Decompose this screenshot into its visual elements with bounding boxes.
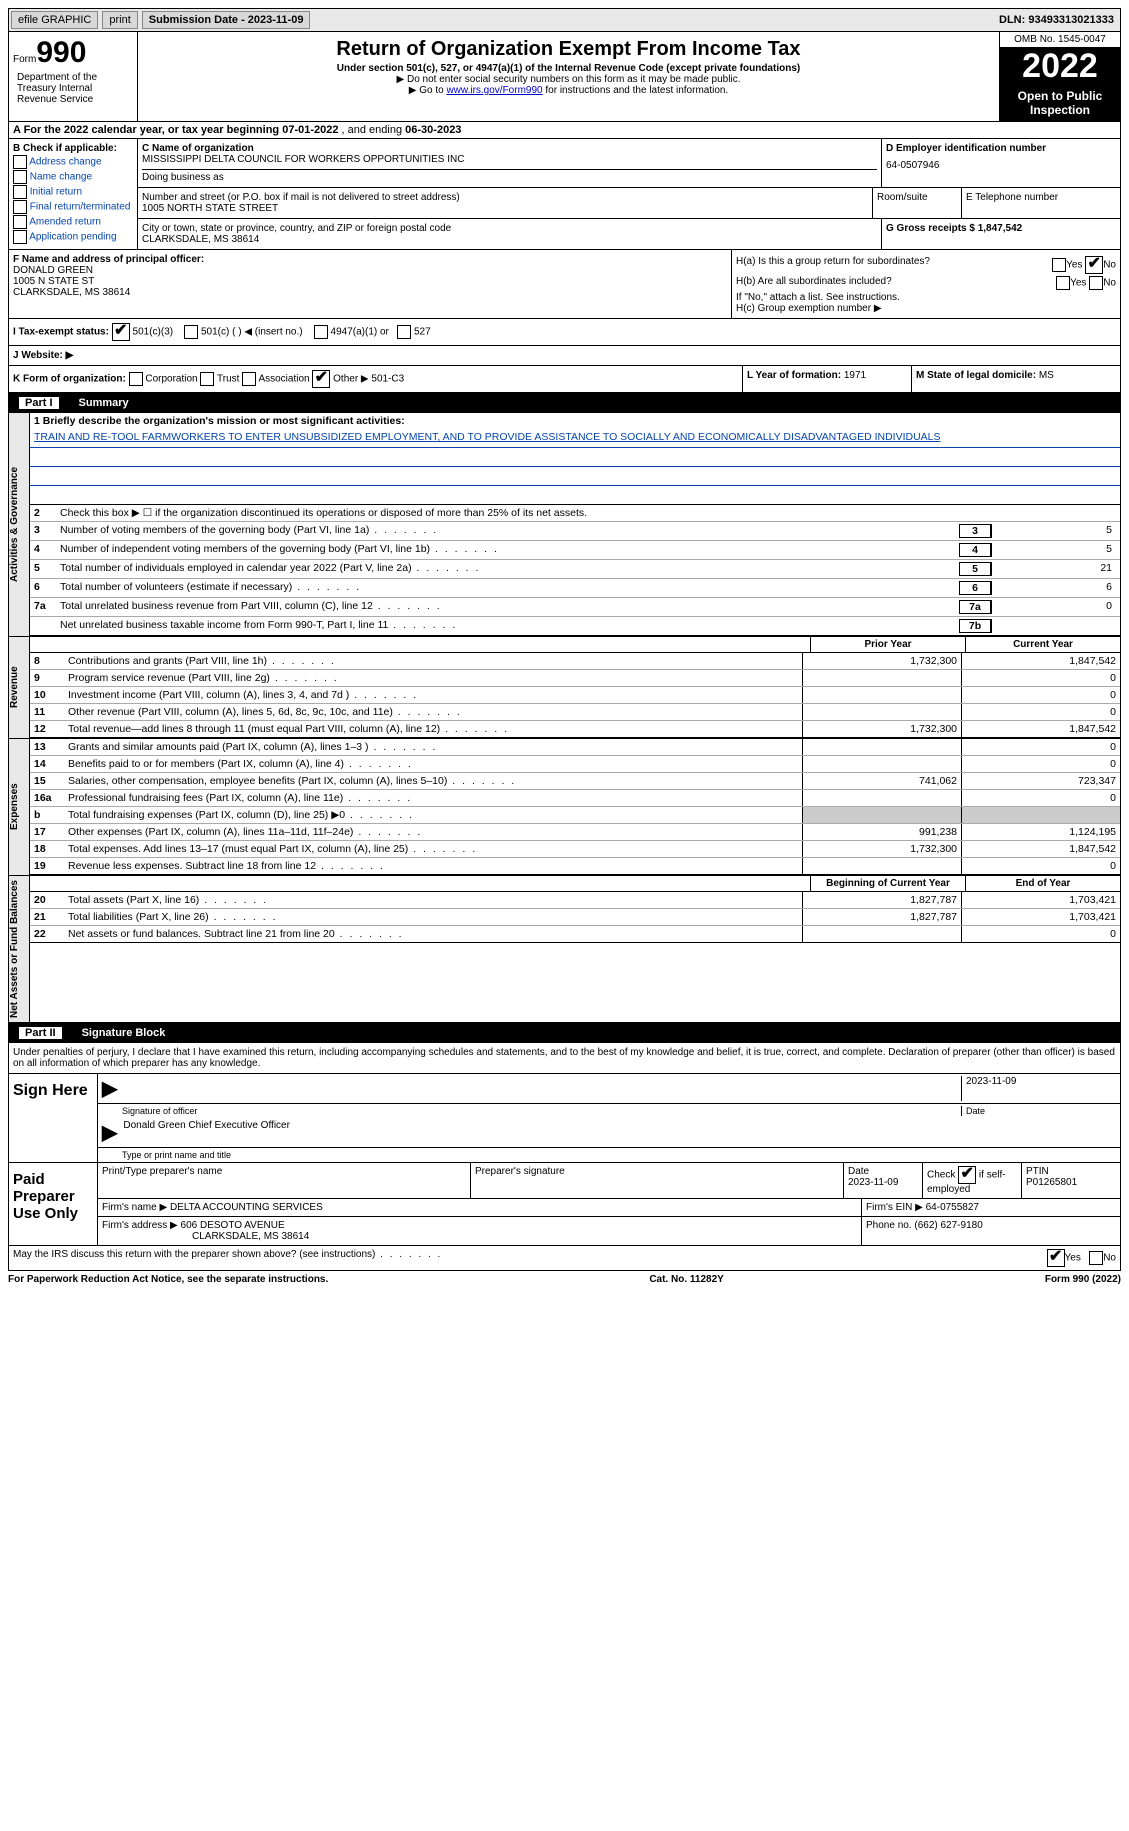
efile-badge: efile GRAPHIC <box>11 11 98 29</box>
section-fh: F Name and address of principal officer:… <box>8 250 1121 319</box>
sign-here-block: Sign Here ▶2023-11-09 Signature of offic… <box>8 1074 1121 1163</box>
part1-header: Part I Summary <box>8 393 1121 413</box>
chk-pending: Application pending <box>13 230 133 244</box>
arrow-icon: ▶ <box>102 1120 117 1145</box>
dept-label: Department of the Treasury Internal Reve… <box>13 70 133 107</box>
vtab-revenue: Revenue <box>9 637 30 738</box>
data-line: 15Salaries, other compensation, employee… <box>30 773 1120 790</box>
title-box: Return of Organization Exempt From Incom… <box>138 32 999 121</box>
data-line: 13Grants and similar amounts paid (Part … <box>30 739 1120 756</box>
preparer-label: Paid Preparer Use Only <box>9 1163 98 1245</box>
mission-text: TRAIN AND RE-TOOL FARMWORKERS TO ENTER U… <box>30 429 1120 448</box>
discuss-yes[interactable]: ✔ <box>1047 1249 1065 1267</box>
gov-line: 4Number of independent voting members of… <box>30 541 1120 560</box>
hb-yes[interactable] <box>1056 276 1070 290</box>
dln: DLN: 93493313021333 <box>999 14 1118 26</box>
section-cd: C Name of organization MISSISSIPPI DELTA… <box>138 139 1120 249</box>
page-footer: For Paperwork Reduction Act Notice, see … <box>8 1271 1121 1288</box>
data-line: 11Other revenue (Part VIII, column (A), … <box>30 704 1120 721</box>
ha-no[interactable]: ✔ <box>1085 256 1103 274</box>
print-button[interactable]: print <box>102 11 137 29</box>
form-prefix: Form <box>13 54 36 65</box>
form-subtitle: Under section 501(c), 527, or 4947(a)(1)… <box>142 63 995 74</box>
chk-selfemployed[interactable]: ✔ <box>958 1166 976 1184</box>
form-number: 990 <box>36 36 86 69</box>
data-line: 17Other expenses (Part IX, column (A), l… <box>30 824 1120 841</box>
form-title: Return of Organization Exempt From Incom… <box>142 38 995 61</box>
data-line: 21Total liabilities (Part X, line 26)1,8… <box>30 909 1120 926</box>
data-line: 10Investment income (Part VIII, column (… <box>30 687 1120 704</box>
data-line: 18Total expenses. Add lines 13–17 (must … <box>30 841 1120 858</box>
chk-4947[interactable] <box>314 325 328 339</box>
gov-line: 7aTotal unrelated business revenue from … <box>30 598 1120 617</box>
chk-527[interactable] <box>397 325 411 339</box>
section-b: B Check if applicable: Address change Na… <box>9 139 138 249</box>
row-j: J Website: ▶ <box>8 346 1121 366</box>
note-2: ▶ Go to www.irs.gov/Form990 for instruct… <box>142 85 995 96</box>
year-box: OMB No. 1545-0047 2022 Open to Public In… <box>999 32 1120 121</box>
gov-line: 5Total number of individuals employed in… <box>30 560 1120 579</box>
hb-no[interactable] <box>1089 276 1103 290</box>
note-1: ▶ Do not enter social security numbers o… <box>142 74 995 85</box>
data-line: 14Benefits paid to or for members (Part … <box>30 756 1120 773</box>
row-a: A For the 2022 calendar year, or tax yea… <box>8 122 1121 139</box>
signature-intro: Under penalties of perjury, I declare th… <box>8 1043 1121 1074</box>
data-line: 8Contributions and grants (Part VIII, li… <box>30 653 1120 670</box>
gov-line: 6Total number of volunteers (estimate if… <box>30 579 1120 598</box>
room-box: Room/suite <box>873 188 962 218</box>
data-line: 9Program service revenue (Part VIII, lin… <box>30 670 1120 687</box>
summary-expenses: Expenses 13Grants and similar amounts pa… <box>8 739 1121 876</box>
chk-name: Name change <box>13 170 133 184</box>
section-c: C Name of organization MISSISSIPPI DELTA… <box>138 139 881 187</box>
form-number-box: Form990 Department of the Treasury Inter… <box>9 32 138 121</box>
vtab-expenses: Expenses <box>9 739 30 875</box>
topbar: efile GRAPHIC print Submission Date - 20… <box>8 8 1121 32</box>
city-box: City or town, state or province, country… <box>138 219 881 249</box>
omb-number: OMB No. 1545-0047 <box>1000 32 1120 48</box>
sign-here-label: Sign Here <box>9 1074 98 1162</box>
chk-amended: Amended return <box>13 215 133 229</box>
summary-netassets: Net Assets or Fund Balances Beginning of… <box>8 876 1121 1023</box>
gov-line: Net unrelated business taxable income fr… <box>30 617 1120 636</box>
section-e: E Telephone number <box>962 188 1120 218</box>
chk-address: Address change <box>13 155 133 169</box>
address-box: Number and street (or P.O. box if mail i… <box>138 188 873 218</box>
summary-revenue: Revenue Prior YearCurrent Year 8Contribu… <box>8 637 1121 739</box>
open-to-public: Open to Public Inspection <box>1000 85 1120 121</box>
arrow-icon: ▶ <box>102 1076 117 1101</box>
submission-date: Submission Date - 2023-11-09 <box>142 11 311 29</box>
section-h: H(a) Is this a group return for subordin… <box>732 250 1120 318</box>
section-l: L Year of formation: 1971 <box>743 366 912 392</box>
section-f: F Name and address of principal officer:… <box>9 250 732 318</box>
section-bcd: B Check if applicable: Address change Na… <box>8 139 1121 250</box>
row-klm: K Form of organization: Corporation Trus… <box>8 366 1121 393</box>
section-g: G Gross receipts $ 1,847,542 <box>881 219 1120 249</box>
chk-final: Final return/terminated <box>13 200 133 214</box>
ha-yes[interactable] <box>1052 258 1066 272</box>
section-k: K Form of organization: Corporation Trus… <box>9 366 743 392</box>
data-line: 12Total revenue—add lines 8 through 11 (… <box>30 721 1120 738</box>
section-m: M State of legal domicile: MS <box>912 366 1120 392</box>
data-line: 19Revenue less expenses. Subtract line 1… <box>30 858 1120 875</box>
data-line: bTotal fundraising expenses (Part IX, co… <box>30 807 1120 824</box>
vtab-governance: Activities & Governance <box>9 413 30 636</box>
paid-preparer-block: Paid Preparer Use Only Print/Type prepar… <box>8 1163 1121 1246</box>
tax-year: 2022 <box>1000 48 1120 85</box>
chk-initial: Initial return <box>13 185 133 199</box>
part2-header: Part II Signature Block <box>8 1023 1121 1043</box>
chk-501c3[interactable]: ✔ <box>112 323 130 341</box>
irs-link[interactable]: www.irs.gov/Form990 <box>446 85 542 96</box>
data-line: 22Net assets or fund balances. Subtract … <box>30 926 1120 943</box>
row-i: I Tax-exempt status: ✔ 501(c)(3) 501(c) … <box>8 319 1121 346</box>
summary-governance: Activities & Governance 1 Briefly descri… <box>8 413 1121 637</box>
gov-line: 3Number of voting members of the governi… <box>30 522 1120 541</box>
vtab-netassets: Net Assets or Fund Balances <box>9 876 30 1022</box>
chk-501c[interactable] <box>184 325 198 339</box>
data-line: 16aProfessional fundraising fees (Part I… <box>30 790 1120 807</box>
form-header: Form990 Department of the Treasury Inter… <box>8 32 1121 122</box>
discuss-no[interactable] <box>1089 1251 1103 1265</box>
data-line: 20Total assets (Part X, line 16)1,827,78… <box>30 892 1120 909</box>
section-d: D Employer identification number 64-0507… <box>881 139 1120 187</box>
irs-discuss-row: May the IRS discuss this return with the… <box>8 1246 1121 1271</box>
